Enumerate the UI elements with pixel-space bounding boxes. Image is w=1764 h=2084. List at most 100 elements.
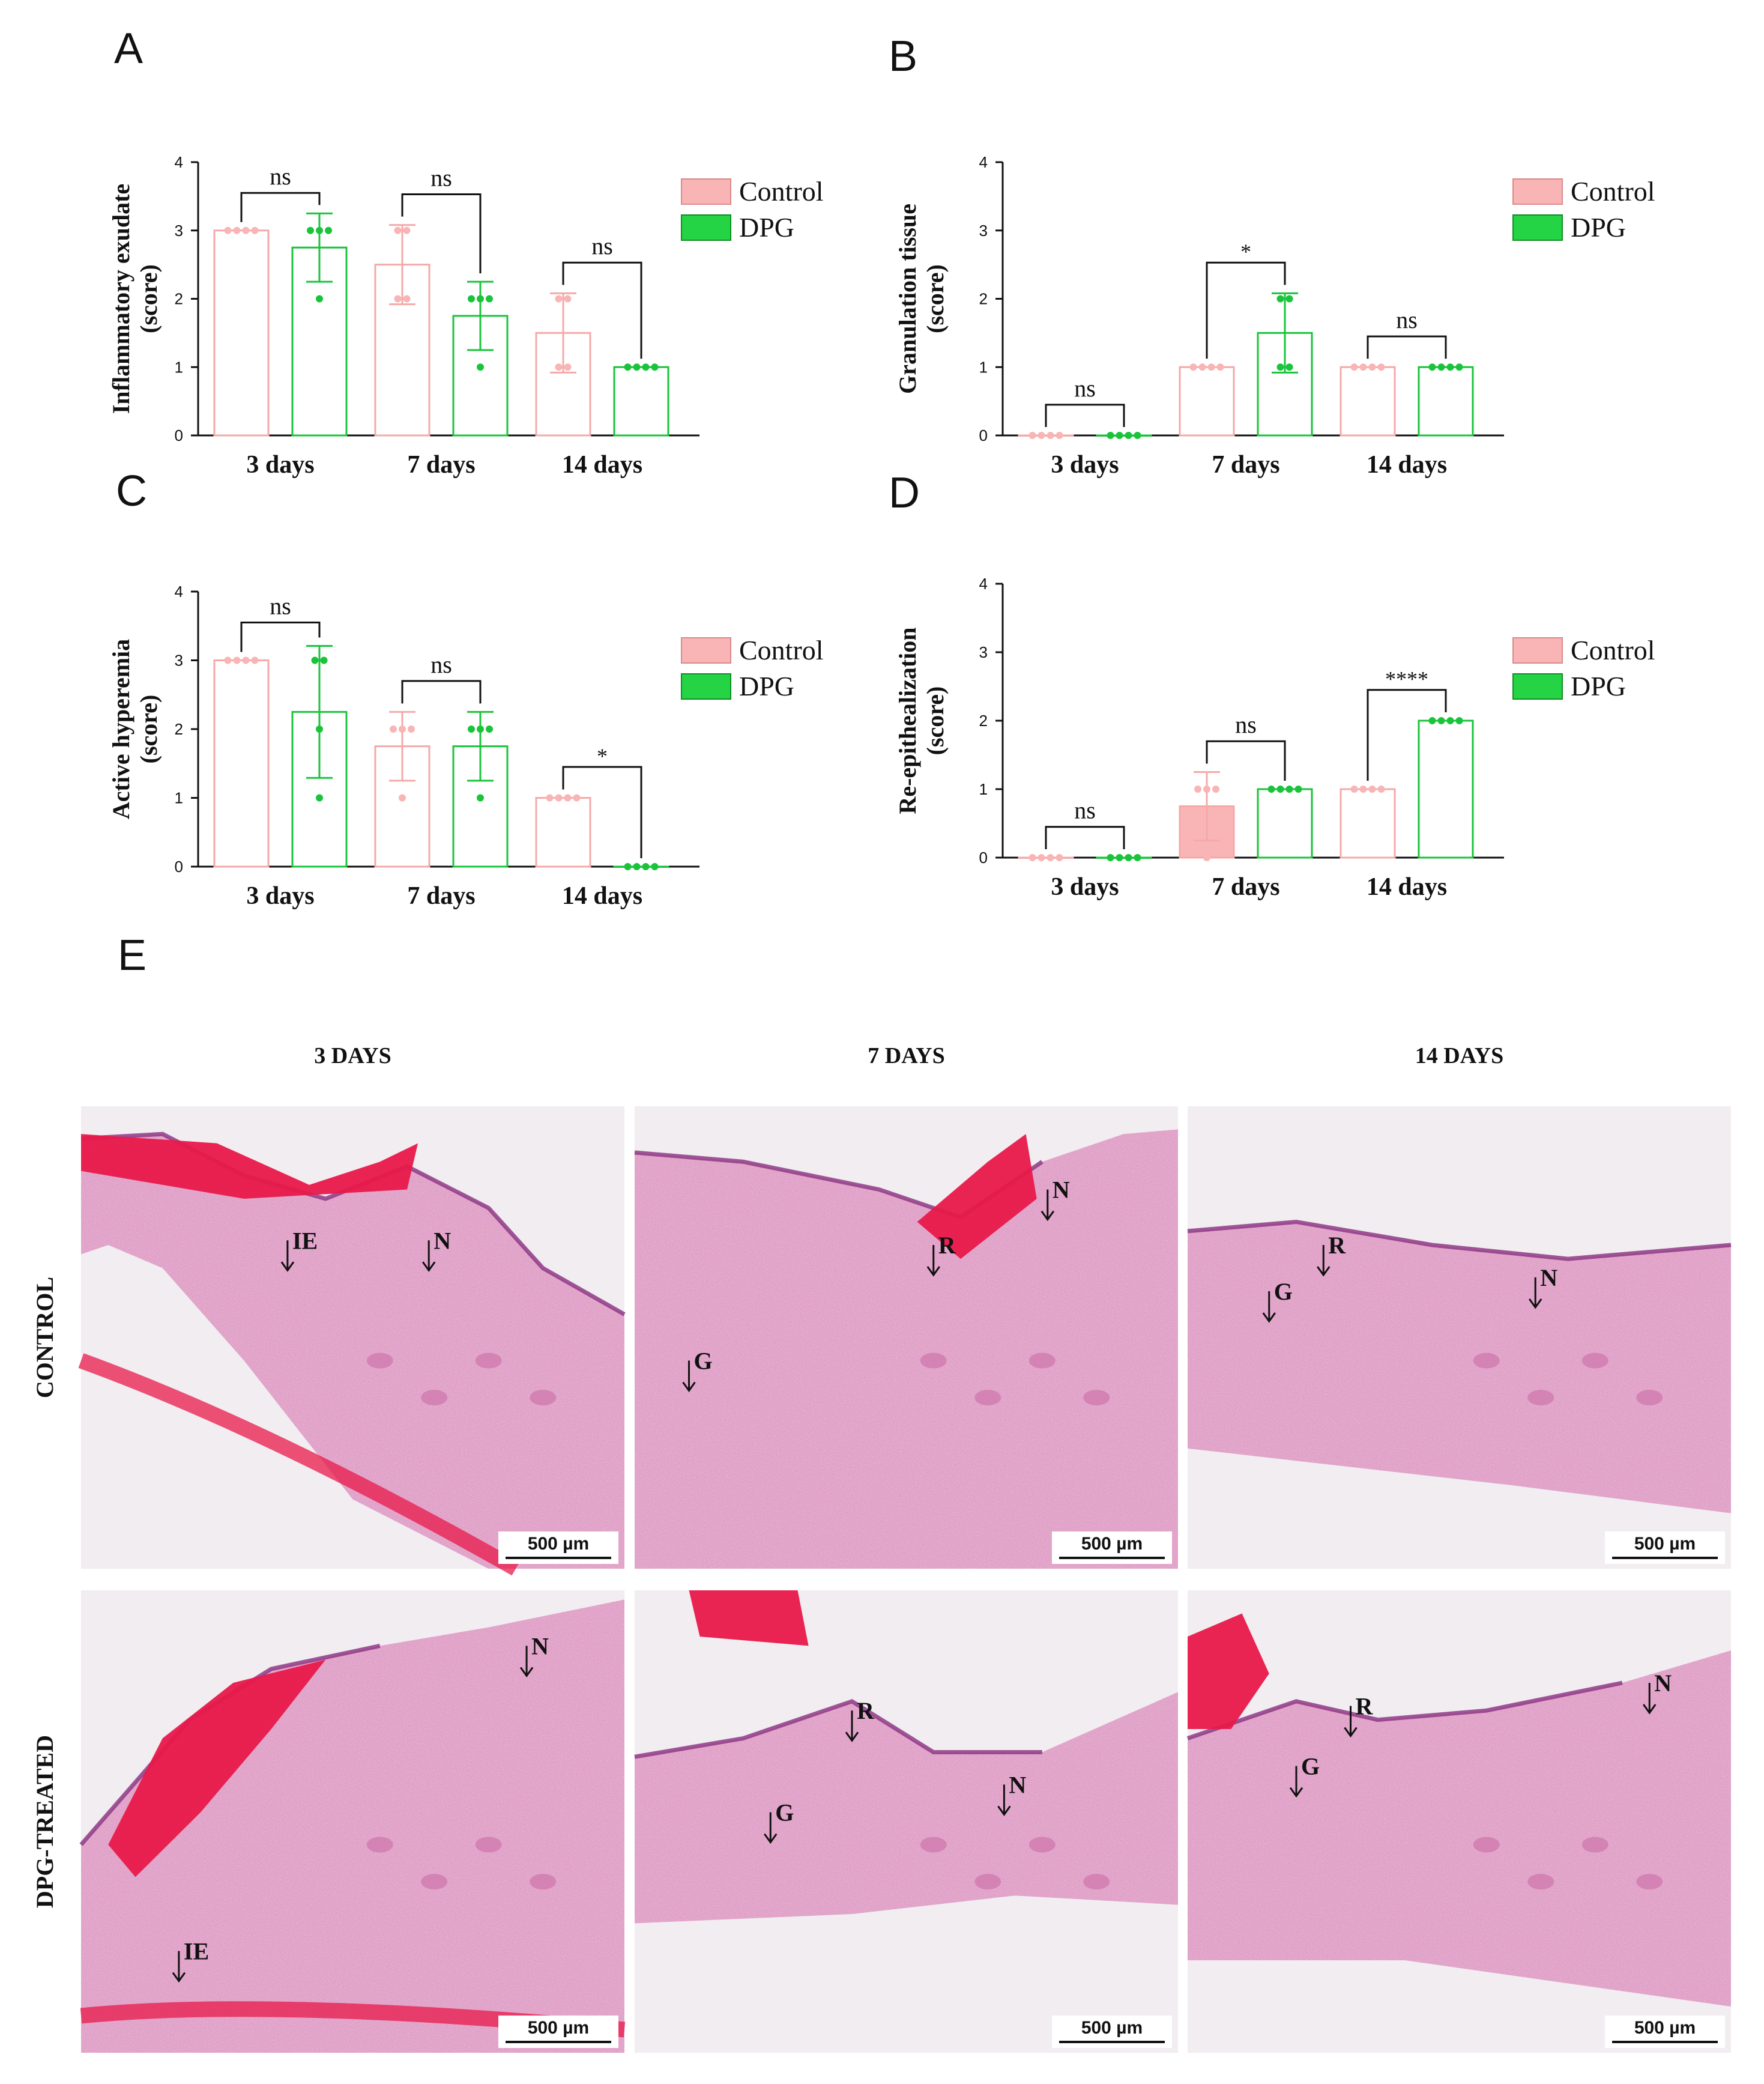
micrograph-tile-6: R N G 500 µm bbox=[1186, 1590, 1731, 2053]
significance-bracket bbox=[401, 680, 482, 704]
annotation-g: G bbox=[1262, 1278, 1293, 1323]
legend-swatch-dpg bbox=[1512, 214, 1563, 241]
data-point bbox=[399, 794, 406, 802]
y-tick-label: 3 bbox=[175, 652, 183, 670]
chart-panel-a: 0 1 2 3 4 Inflammatory exudate(score) 3 days ns… bbox=[107, 153, 824, 479]
data-point bbox=[1134, 432, 1141, 439]
arrow-head bbox=[997, 1805, 1011, 1816]
hemorrhage-crust bbox=[81, 1134, 418, 1199]
significance-bracket bbox=[1206, 261, 1286, 359]
follicle-structure bbox=[1636, 1874, 1663, 1890]
x-tick-label: 7 days bbox=[407, 882, 475, 910]
follicle-structure bbox=[366, 1837, 393, 1853]
y-tick-label: 4 bbox=[979, 575, 988, 593]
y-tick-label: 2 bbox=[979, 712, 988, 730]
data-point bbox=[1276, 786, 1284, 793]
panel-letter-b: B bbox=[889, 32, 917, 80]
y-tick-label: 1 bbox=[979, 780, 988, 798]
y-axis-label: Granulation tissue(score) bbox=[894, 204, 949, 394]
annotation-label: G bbox=[775, 1799, 794, 1826]
data-point bbox=[546, 794, 554, 802]
significance-label: ns bbox=[270, 163, 291, 190]
follicle-structure bbox=[974, 1390, 1001, 1406]
annotation-n: N bbox=[421, 1227, 451, 1272]
row-label: DPG-TREATED bbox=[31, 1735, 58, 1908]
scale-bar-label: 500 µm bbox=[1634, 1534, 1696, 1554]
significance-label: ns bbox=[1396, 306, 1418, 333]
significance-label: ns bbox=[1235, 711, 1257, 738]
legend-label: Control bbox=[1571, 635, 1655, 665]
x-tick-label: 7 days bbox=[1212, 873, 1279, 901]
annotation-label: G bbox=[1274, 1278, 1293, 1305]
y-tick-label: 4 bbox=[175, 153, 183, 171]
data-point bbox=[1116, 854, 1123, 861]
data-point bbox=[1294, 786, 1302, 793]
legend-label: Control bbox=[1571, 176, 1655, 207]
annotation-g: G bbox=[764, 1799, 794, 1844]
data-point bbox=[1455, 363, 1463, 371]
data-point bbox=[564, 295, 572, 303]
tissue-texture bbox=[635, 1129, 1178, 1569]
annotation-n: N bbox=[1643, 1670, 1672, 1715]
follicle-structure bbox=[1581, 1352, 1608, 1369]
annotation-label: G bbox=[694, 1348, 713, 1375]
annotation-label: IE bbox=[292, 1227, 318, 1254]
significance-bracket bbox=[401, 193, 482, 274]
follicle-structure bbox=[1527, 1874, 1554, 1890]
hemorrhage-crust bbox=[108, 1659, 326, 1877]
follicle-structure bbox=[974, 1874, 1001, 1890]
data-point bbox=[1038, 854, 1045, 861]
significance-label: ns bbox=[430, 164, 452, 191]
hemorrhage-crust bbox=[1188, 1613, 1269, 1729]
y-tick-label: 0 bbox=[175, 426, 183, 444]
x-tick-label: 3 days bbox=[1051, 451, 1119, 479]
y-tick-label: 0 bbox=[979, 849, 988, 867]
legend-swatch-control bbox=[681, 178, 731, 205]
data-point bbox=[251, 656, 259, 664]
data-point bbox=[564, 794, 572, 802]
data-point bbox=[1028, 854, 1036, 861]
legend-swatch-dpg bbox=[681, 214, 731, 241]
data-point bbox=[390, 725, 397, 733]
data-point bbox=[311, 656, 319, 664]
y-tick-label: 4 bbox=[175, 583, 183, 601]
arrow-head bbox=[519, 1667, 534, 1677]
hemorrhage-crust bbox=[689, 1590, 809, 1646]
arrow-head bbox=[764, 1833, 778, 1844]
annotation-label: N bbox=[531, 1632, 549, 1659]
annotation-ie: IE bbox=[172, 1938, 209, 1983]
y-tick-label: 3 bbox=[979, 643, 988, 661]
arrow-head bbox=[1643, 1704, 1657, 1715]
follicle-structure bbox=[1473, 1352, 1500, 1369]
data-point bbox=[1437, 717, 1445, 724]
row-label: CONTROL bbox=[31, 1277, 58, 1398]
annotation-label: N bbox=[1009, 1771, 1026, 1798]
annotation-n: N bbox=[997, 1771, 1026, 1816]
data-point bbox=[555, 363, 563, 371]
data-point bbox=[1203, 786, 1210, 793]
significance-label: ns bbox=[1074, 375, 1096, 402]
panel-letter-c: C bbox=[116, 467, 147, 515]
data-point bbox=[1212, 786, 1219, 793]
significance-label: ns bbox=[430, 651, 452, 678]
follicle-structure bbox=[1028, 1352, 1056, 1369]
panel-letter-d: D bbox=[889, 469, 920, 517]
data-point bbox=[1377, 363, 1385, 371]
data-point bbox=[468, 725, 475, 733]
y-tick-label: 0 bbox=[175, 858, 183, 876]
significance-bracket bbox=[1045, 826, 1125, 849]
data-point bbox=[642, 863, 650, 870]
bar-control-2 bbox=[1340, 366, 1396, 437]
annotation-label: R bbox=[1328, 1232, 1346, 1259]
legend-swatch-control bbox=[1512, 178, 1563, 205]
column-header: 3 DAYS bbox=[314, 1043, 391, 1068]
significance-label: ns bbox=[591, 232, 613, 259]
data-point bbox=[316, 725, 323, 733]
follicle-structure bbox=[421, 1874, 448, 1890]
follicle-structure bbox=[920, 1837, 947, 1853]
y-tick-label: 2 bbox=[175, 290, 183, 308]
panel-letter-a: A bbox=[114, 25, 143, 73]
data-point bbox=[633, 363, 641, 371]
annotation-label: R bbox=[1356, 1693, 1374, 1720]
data-point bbox=[651, 363, 659, 371]
